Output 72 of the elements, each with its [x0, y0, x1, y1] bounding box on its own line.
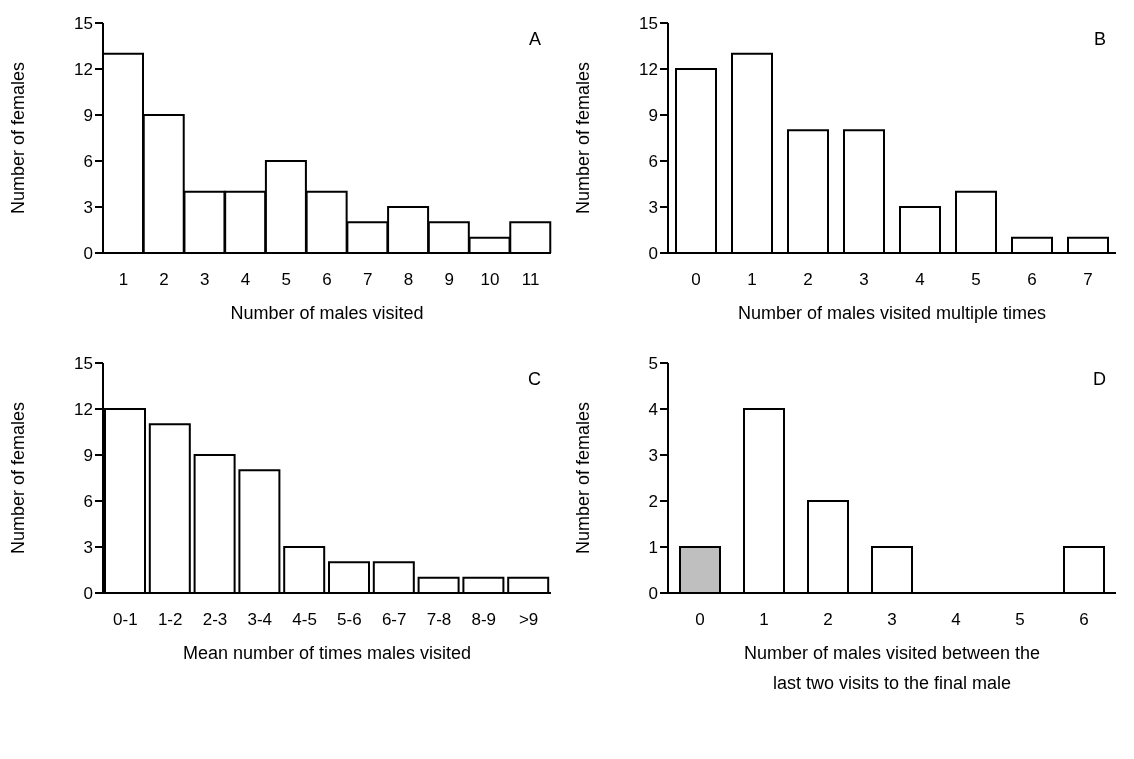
x-tick-label: 1: [118, 270, 129, 290]
x-tick-label: 1: [759, 610, 769, 630]
y-axis-title: Number of females: [573, 61, 594, 215]
x-tick-label: 2: [159, 270, 169, 290]
x-tick-label: 4: [240, 270, 251, 290]
x-tick-label: 2-3: [202, 610, 228, 630]
y-tick-label: 5: [648, 354, 658, 374]
x-tick-label: 3: [859, 270, 869, 290]
y-axis-title: Number of females: [573, 401, 594, 555]
y-tick-label: 15: [74, 354, 93, 374]
annotation: B: [1093, 29, 1106, 50]
x-tick-label: 8-9: [471, 610, 497, 630]
y-tick-label: 0: [83, 584, 93, 604]
x-tick-label: 10: [480, 270, 500, 290]
y-tick-label: 3: [648, 198, 658, 218]
y-tick-label: 3: [83, 538, 93, 558]
y-tick-label: 0: [648, 244, 658, 264]
y-tick-label: 0: [83, 244, 93, 264]
x-tick-label: 7-8: [426, 610, 452, 630]
x-tick-label: 6: [322, 270, 332, 290]
x-tick-label: 5: [281, 270, 292, 290]
x-tick-label: 4: [915, 270, 925, 290]
y-tick-label: 6: [83, 492, 93, 512]
y-tick-label: 9: [648, 106, 658, 126]
x-tick-label: 7: [1083, 270, 1093, 290]
y-tick-label: 3: [648, 446, 658, 466]
y-tick-label: 6: [83, 152, 93, 172]
x-tick-label: 3: [200, 270, 210, 290]
x-tick-label: 0: [695, 610, 705, 630]
x-axis-title: Number of males visited between the last two visits to the final male: [742, 642, 1042, 695]
y-tick-label: 12: [639, 60, 658, 80]
x-tick-label: 8: [403, 270, 414, 290]
y-tick-label: 12: [74, 60, 93, 80]
x-tick-label: 7: [362, 270, 373, 290]
x-tick-label: 1-2: [157, 610, 183, 630]
x-tick-label: 4-5: [292, 610, 317, 630]
y-tick-label: 0: [648, 584, 658, 604]
y-tick-label: 1: [648, 538, 658, 558]
y-tick-label: 9: [83, 106, 93, 126]
x-tick-label: 9: [444, 270, 454, 290]
y-tick-label: 2: [648, 492, 658, 512]
x-tick-label: 0: [691, 270, 701, 290]
annotation: C: [528, 369, 541, 390]
x-tick-label: 1: [747, 270, 757, 290]
x-tick-label: 5: [1015, 610, 1025, 630]
y-tick-label: 15: [74, 14, 93, 34]
annotation: D: [1093, 369, 1106, 390]
y-tick-label: 3: [83, 198, 93, 218]
x-tick-label: 11: [521, 270, 540, 290]
y-tick-label: 12: [74, 400, 93, 420]
x-tick-label: 6: [1079, 610, 1089, 630]
x-axis-title: Number of males visited: [229, 302, 425, 325]
x-tick-label: 6-7: [381, 610, 407, 630]
x-tick-label: 4: [951, 610, 961, 630]
y-tick-label: 9: [83, 446, 93, 466]
y-axis-title: Number of females: [8, 61, 29, 215]
x-tick-label: 5: [971, 270, 981, 290]
annotation: A: [528, 29, 541, 50]
y-axis-title: Number of females: [8, 401, 29, 555]
x-tick-label: 2: [823, 610, 833, 630]
y-tick-label: 6: [648, 152, 658, 172]
x-tick-label: 6: [1027, 270, 1037, 290]
y-tick-label: 4: [648, 400, 658, 420]
x-tick-label: 5-6: [337, 610, 362, 630]
x-tick-label: >9: [518, 610, 539, 630]
x-axis-title: Number of males visited multiple times: [736, 302, 1048, 325]
y-tick-label: 15: [639, 14, 658, 34]
x-tick-label: 2: [803, 270, 813, 290]
x-tick-label: 3: [887, 610, 897, 630]
x-axis-title: Mean number of times males visited: [181, 642, 473, 665]
x-tick-label: 3-4: [247, 610, 273, 630]
x-tick-label: 0-1: [113, 610, 138, 630]
